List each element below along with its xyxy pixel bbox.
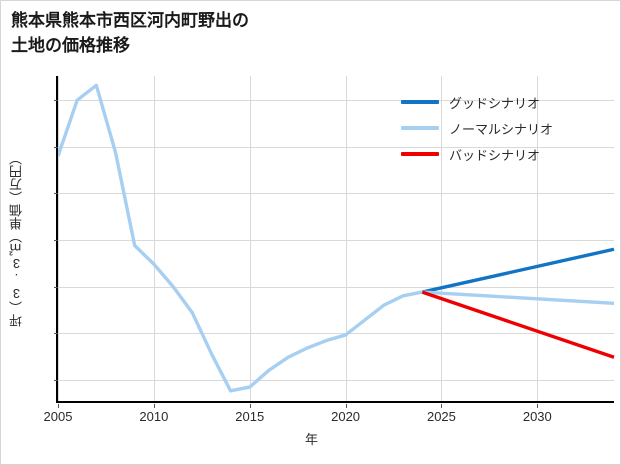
- y-axis-tick-mark: [54, 239, 58, 241]
- legend-color-swatch: [401, 126, 439, 130]
- x-axis-tick-mark: [58, 404, 59, 408]
- legend-item-label: グッドシナリオ: [449, 95, 541, 111]
- series-line: [421, 247, 615, 294]
- x-axis-tick-mark: [345, 404, 347, 408]
- gridline-vertical: [153, 76, 155, 402]
- x-axis-tick-label: 2005: [43, 409, 73, 424]
- legend-item[interactable]: バッドシナリオ: [401, 141, 611, 167]
- y-axis-line: [56, 76, 58, 403]
- x-axis-tick-label: 2030: [522, 409, 552, 424]
- legend-color-swatch: [401, 100, 439, 104]
- y-axis-title: 坪（3.3㎡）単価（万円）: [3, 76, 29, 402]
- x-axis-tick-mark: [153, 404, 155, 408]
- legend-item[interactable]: ノーマルシナリオ: [401, 115, 611, 141]
- chart-title: 熊本県熊本市西区河内町野出の 土地の価格推移: [11, 11, 249, 55]
- y-axis-tick-mark: [54, 333, 58, 335]
- x-axis-tick-mark: [441, 404, 443, 408]
- series-line: [56, 83, 615, 393]
- series-layer: [56, 83, 615, 393]
- gridline-horizontal: [58, 100, 614, 102]
- x-axis-tick-mark: [249, 404, 251, 408]
- gridline-horizontal: [58, 286, 614, 288]
- legend-color-swatch: [401, 152, 439, 156]
- gridline-vertical: [345, 76, 347, 402]
- x-axis-tick-label: 2020: [331, 409, 361, 424]
- series-line: [421, 290, 615, 359]
- y-axis-tick-mark: [54, 193, 58, 195]
- x-axis-line: [56, 401, 614, 403]
- y-axis-title-text: 坪（3.3㎡）単価（万円）: [8, 151, 24, 327]
- y-axis-tick-mark: [54, 286, 58, 288]
- x-axis-title: 年: [304, 432, 318, 447]
- chart-legend: グッドシナリオ ノーマルシナリオ バッドシナリオ: [401, 89, 611, 167]
- y-axis-tick-mark: [54, 379, 58, 381]
- y-axis-tick-mark: [54, 100, 58, 102]
- gridline-vertical: [58, 76, 59, 402]
- x-axis-tick-mark: [537, 404, 539, 408]
- legend-item[interactable]: グッドシナリオ: [401, 89, 611, 115]
- y-axis-tick-mark: [54, 146, 58, 148]
- legend-item-label: バッドシナリオ: [449, 147, 541, 163]
- x-axis-tick-label: 2025: [426, 409, 456, 424]
- gridline-horizontal: [58, 146, 614, 148]
- x-axis-tick-label: 2015: [235, 409, 265, 424]
- gridline-horizontal: [58, 193, 614, 195]
- gridline-vertical: [441, 76, 443, 402]
- plot-area: [56, 76, 615, 402]
- gridline-horizontal: [58, 379, 614, 381]
- gridline-horizontal: [58, 239, 614, 241]
- gridline-horizontal: [58, 333, 614, 335]
- x-axis-tick-label: 2010: [139, 409, 169, 424]
- gridline-vertical: [537, 76, 539, 402]
- gridline-vertical: [249, 76, 251, 402]
- legend-item-label: ノーマルシナリオ: [449, 121, 554, 137]
